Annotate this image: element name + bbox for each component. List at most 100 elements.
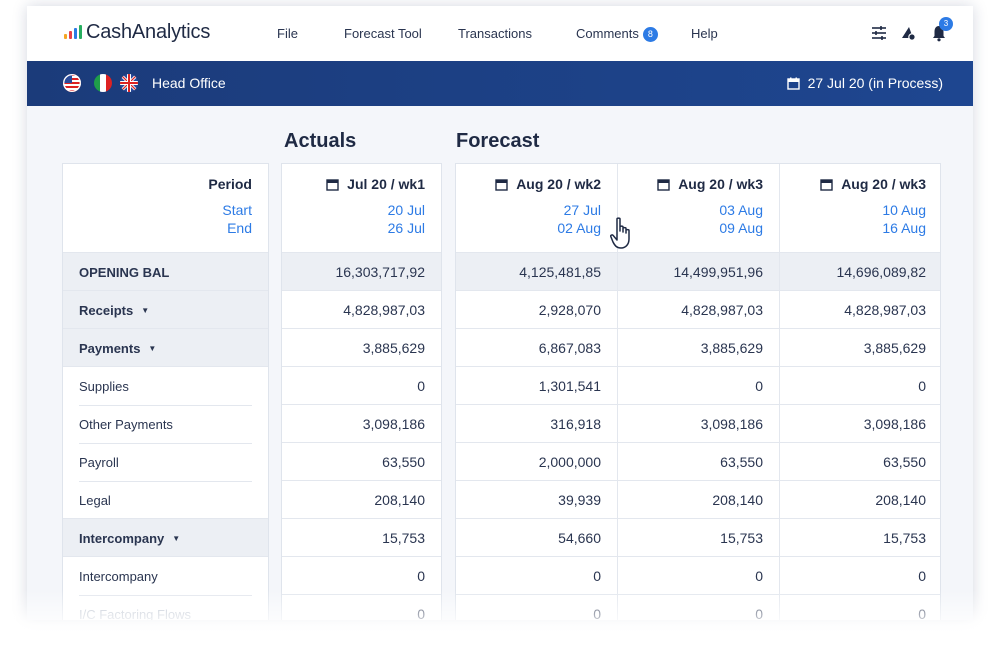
column-start-date[interactable]: 10 Aug [882,202,926,218]
cell-value[interactable]: 3,098,186 [700,416,763,432]
nav-forecast-tool[interactable]: Forecast Tool [344,26,422,41]
cell-value[interactable]: 15,753 [382,530,425,546]
table-row: 14,499,951,96 [618,253,779,291]
supplies-label: Supplies [79,379,129,394]
forecast-column-wk2: Aug 20 / wk2 27 Jul 02 Aug 4,125,481,85 … [456,164,618,620]
cell-value[interactable]: 3,885,629 [863,340,926,356]
cell-value[interactable]: 39,939 [558,492,601,508]
nav-help[interactable]: Help [691,26,718,41]
cell-value[interactable]: 4,125,481,85 [519,264,601,280]
logo-bars-icon [64,25,82,39]
table-row: 0 [618,595,779,620]
column-start-date[interactable]: 20 Jul [387,202,425,218]
row-label-intercompany-group[interactable]: Intercompany ▼ [63,519,268,557]
column-title: Aug 20 / wk3 [657,176,763,192]
cell-value[interactable]: 0 [417,378,425,394]
cell-value[interactable]: 14,499,951,96 [673,264,763,280]
table-row: 0 [780,595,940,620]
table-row: 2,000,000 [456,443,617,481]
table-row: 4,828,987,03 [780,291,940,329]
cell-value[interactable]: 0 [417,606,425,620]
cell-value[interactable]: 0 [755,568,763,584]
intercompany-group-label: Intercompany [79,531,165,546]
column-end-date[interactable]: 09 Aug [719,220,763,236]
cell-value[interactable]: 63,550 [883,454,926,470]
cell-value[interactable]: 6,867,083 [538,340,601,356]
cell-value[interactable]: 316,918 [550,416,601,432]
period-status[interactable]: 27 Jul 20 (in Process) [786,75,943,91]
table-row: 0 [282,595,441,620]
cell-value[interactable]: 208,140 [374,492,425,508]
cell-value[interactable]: 0 [755,378,763,394]
uk-flag-icon[interactable] [120,74,138,92]
column-end-date[interactable]: 02 Aug [557,220,601,236]
column-start-date[interactable]: 27 Jul [563,202,601,218]
cell-value[interactable]: 0 [755,606,763,620]
cell-value[interactable]: 54,660 [558,530,601,546]
end-label: End [227,220,252,236]
forecast-column-header[interactable]: Aug 20 / wk2 27 Jul 02 Aug [456,164,617,253]
table-row: 316,918 [456,405,617,443]
nav-file[interactable]: File [277,26,298,41]
cell-value[interactable]: 1,301,541 [538,378,601,394]
cell-value[interactable]: 14,696,089,82 [836,264,926,280]
office-name[interactable]: Head Office [152,75,226,91]
column-start-date[interactable]: 03 Aug [719,202,763,218]
row-label-payments[interactable]: Payments ▼ [63,329,268,367]
intercompany-toggle[interactable]: Intercompany ▼ [79,531,180,546]
intercompany-label: Intercompany [79,569,158,584]
column-title-text: Aug 20 / wk2 [516,176,601,192]
column-title-text: Jul 20 / wk1 [347,176,425,192]
column-end-date[interactable]: 26 Jul [387,220,425,236]
cell-value[interactable]: 15,753 [720,530,763,546]
actuals-column-header[interactable]: Jul 20 / wk1 20 Jul 26 Jul [282,164,441,253]
cell-value[interactable]: 3,885,629 [700,340,763,356]
payments-toggle[interactable]: Payments ▼ [79,341,156,356]
table-row: 0 [780,557,940,595]
us-flag-icon[interactable] [63,74,81,92]
bell-settings-icon[interactable] [899,24,917,42]
table-row: 6,867,083 [456,329,617,367]
forecast-column-header[interactable]: Aug 20 / wk3 03 Aug 09 Aug [618,164,779,253]
cell-value[interactable]: 2,000,000 [538,454,601,470]
cell-value[interactable]: 4,828,987,03 [844,302,926,318]
cell-value[interactable]: 208,140 [875,492,926,508]
cell-value[interactable]: 16,303,717,92 [335,264,425,280]
cell-value[interactable]: 3,098,186 [362,416,425,432]
row-label-opening-bal: OPENING BAL [63,253,268,291]
row-label-intercompany: Intercompany [63,557,268,596]
nav-transactions[interactable]: Transactions [458,26,532,41]
cell-value[interactable]: 63,550 [720,454,763,470]
forecast-column-header[interactable]: Aug 20 / wk3 10 Aug 16 Aug [780,164,940,253]
period-header: Period Start End [63,164,268,253]
cell-value[interactable]: 0 [918,378,926,394]
nav-comments[interactable]: Comments 8 [576,26,658,42]
table-row: 4,125,481,85 [456,253,617,291]
cell-value[interactable]: 0 [918,568,926,584]
column-end-date[interactable]: 16 Aug [882,220,926,236]
cell-value[interactable]: 3,885,629 [362,340,425,356]
cell-value[interactable]: 4,828,987,03 [343,302,425,318]
cell-value[interactable]: 0 [918,606,926,620]
receipts-toggle[interactable]: Receipts ▼ [79,303,149,318]
table-row: 15,753 [282,519,441,557]
table-row: 0 [282,557,441,595]
row-label-supplies: Supplies [63,367,268,406]
cell-value[interactable]: 0 [593,606,601,620]
cell-value[interactable]: 0 [417,568,425,584]
cell-value[interactable]: 3,098,186 [863,416,926,432]
column-title-text: Aug 20 / wk3 [678,176,763,192]
table-row: 0 [456,557,617,595]
cell-value[interactable]: 4,828,987,03 [681,302,763,318]
app-logo[interactable]: CashAnalytics [64,20,210,44]
cell-value[interactable]: 63,550 [382,454,425,470]
italy-flag-icon[interactable] [94,74,112,92]
cell-value[interactable]: 0 [593,568,601,584]
cell-value[interactable]: 2,928,070 [538,302,601,318]
cell-value[interactable]: 208,140 [712,492,763,508]
row-label-receipts[interactable]: Receipts ▼ [63,291,268,329]
sliders-icon[interactable] [870,24,888,42]
entity-bar: Head Office 27 Jul 20 (in Process) [27,61,973,106]
table-row: 0 [618,557,779,595]
cell-value[interactable]: 15,753 [883,530,926,546]
